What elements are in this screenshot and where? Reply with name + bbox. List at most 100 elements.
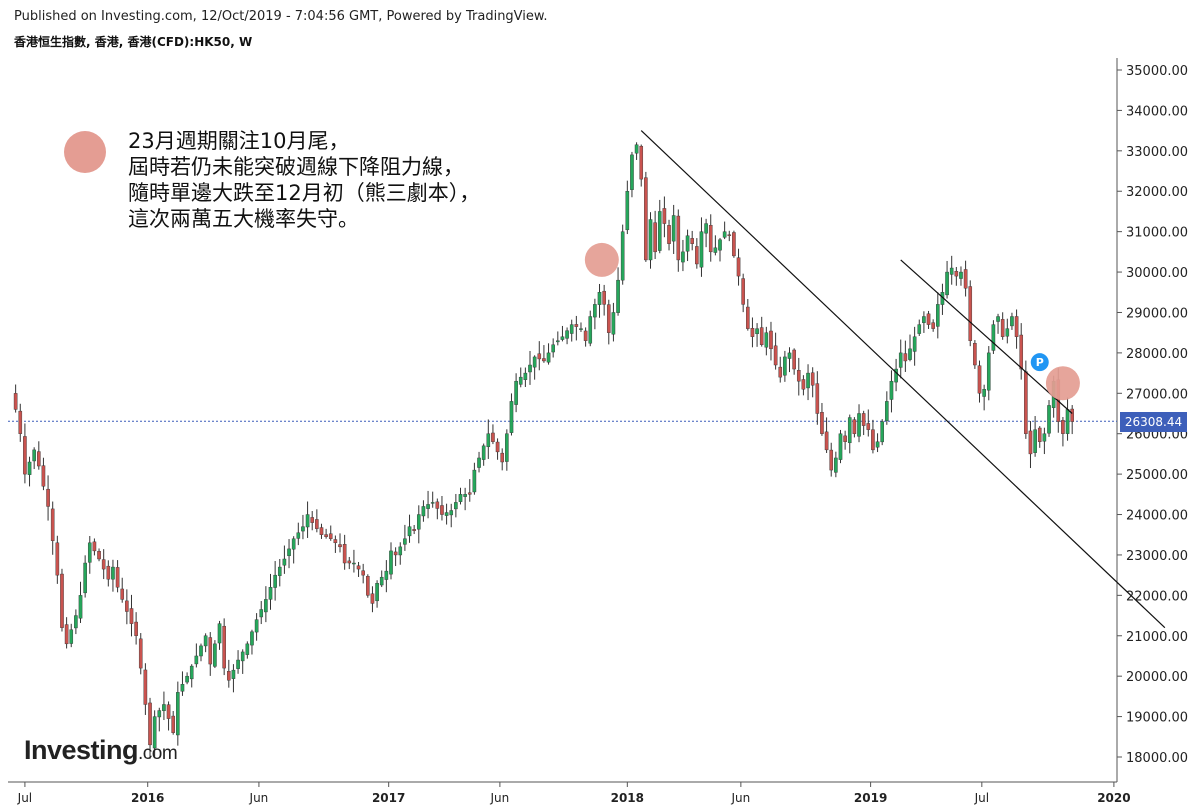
- candle: [764, 326, 769, 356]
- candle: [556, 331, 560, 346]
- candle: [736, 248, 741, 286]
- candle-body-up: [713, 247, 718, 253]
- candle-body-down: [333, 539, 338, 544]
- candle-body-up: [180, 684, 185, 692]
- candle: [74, 609, 78, 635]
- candle: [792, 348, 796, 375]
- candle: [634, 142, 639, 160]
- candle-body-up: [287, 548, 291, 557]
- candle-body-up: [83, 562, 87, 594]
- candle-body-up: [532, 356, 537, 368]
- candle: [481, 443, 486, 466]
- candle-body-up: [1047, 405, 1051, 434]
- candle-body-down: [134, 621, 138, 636]
- candle-body-down: [55, 542, 60, 576]
- candle: [616, 267, 620, 316]
- candle: [796, 357, 801, 396]
- x-tick-label: Jun: [249, 791, 269, 805]
- candle: [236, 650, 240, 674]
- candle-body-down: [366, 576, 370, 596]
- candle: [769, 321, 773, 361]
- candle: [78, 581, 83, 623]
- candle-body-up: [996, 316, 1000, 322]
- y-tick-label: 21000.00: [1126, 630, 1188, 645]
- candle-body-down: [166, 704, 171, 719]
- candle: [208, 632, 213, 676]
- y-tick-label: 31000.00: [1126, 226, 1188, 241]
- candle-body-down: [97, 551, 101, 560]
- candle-body-down: [662, 208, 667, 224]
- trendline: [640, 130, 1166, 629]
- candle: [477, 451, 481, 473]
- candle: [1019, 323, 1024, 380]
- candle-body-down: [644, 177, 648, 261]
- candle-body-up: [203, 635, 208, 647]
- candle: [1065, 397, 1070, 441]
- candle: [222, 618, 226, 676]
- candle-body-up: [834, 457, 838, 473]
- candle-body-up: [194, 655, 199, 665]
- candle-body-up: [908, 348, 912, 360]
- candle: [97, 548, 101, 562]
- candle: [565, 327, 569, 345]
- candle: [783, 350, 787, 382]
- candle: [824, 417, 829, 453]
- candle-body-up: [454, 502, 458, 510]
- candle-body-up: [847, 417, 852, 444]
- candle-body-down: [1061, 420, 1065, 434]
- y-tick-label: 24000.00: [1126, 509, 1188, 524]
- candle: [361, 563, 365, 584]
- candle: [277, 559, 282, 587]
- candle: [936, 292, 940, 339]
- candle: [157, 707, 162, 732]
- candle: [129, 594, 134, 637]
- candle: [885, 391, 889, 425]
- candle-body-up: [630, 154, 634, 190]
- event-marker-label: P: [1036, 356, 1044, 369]
- candle: [125, 589, 129, 625]
- candle: [991, 320, 996, 354]
- x-tick-label: 2018: [611, 791, 644, 805]
- candle: [537, 341, 542, 371]
- candle: [815, 371, 820, 425]
- candle-body-down: [92, 541, 97, 552]
- candle: [87, 536, 92, 574]
- candle: [996, 313, 1000, 334]
- candle-body-up: [472, 469, 477, 493]
- candle-body-down: [695, 246, 699, 265]
- candle-body-down: [435, 501, 440, 509]
- candle: [324, 528, 328, 539]
- candle-body-down: [741, 278, 745, 305]
- candle: [1047, 400, 1051, 437]
- candle-body-down: [829, 449, 834, 471]
- candle-body-down: [120, 588, 125, 600]
- candle: [912, 326, 917, 366]
- candle-body-down: [537, 353, 542, 360]
- candle-body-down: [440, 505, 444, 515]
- candle-body-down: [653, 222, 657, 253]
- candle: [574, 315, 579, 341]
- y-tick-label: 33000.00: [1126, 145, 1188, 160]
- candle-body-up: [588, 316, 593, 344]
- candle: [46, 475, 50, 521]
- candle: [588, 310, 593, 347]
- x-tick-label: Jun: [730, 791, 750, 805]
- candle: [889, 370, 894, 413]
- candle: [875, 433, 880, 453]
- candle-body-up: [565, 330, 569, 339]
- candle: [505, 429, 509, 471]
- candle-body-up: [505, 433, 509, 462]
- y-tick-label: 23000.00: [1126, 549, 1188, 564]
- candle: [287, 539, 291, 569]
- candle-body-down: [37, 451, 41, 467]
- candle-body-down: [690, 238, 694, 244]
- event-marker-icon: [1030, 353, 1049, 372]
- candle-body-up: [885, 401, 889, 421]
- candle: [37, 441, 41, 470]
- candle: [213, 640, 217, 669]
- candle-body-down: [736, 257, 741, 277]
- candle-body-down: [64, 624, 69, 645]
- candle: [982, 384, 986, 411]
- candle-body-up: [949, 267, 954, 275]
